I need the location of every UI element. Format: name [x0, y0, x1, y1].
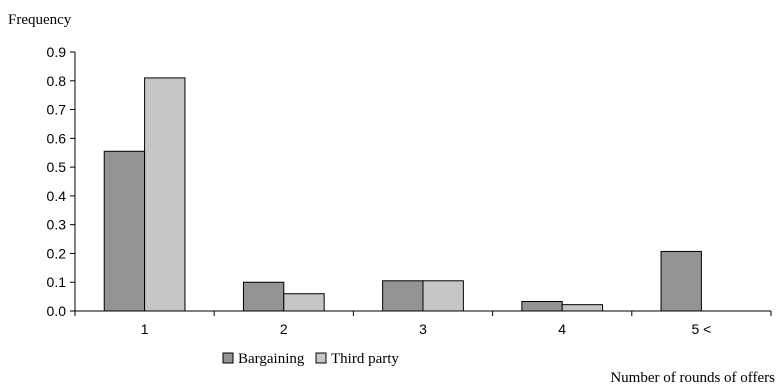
y-tick-label: 0.4 — [47, 188, 67, 204]
x-axis: 1 2 3 4 5 < — [74, 311, 772, 337]
y-tick-label: 0.2 — [47, 245, 67, 261]
bar-third-party-4 — [561, 304, 604, 312]
legend-swatch-bargaining — [222, 352, 234, 364]
bar-bargaining-4 — [521, 301, 563, 312]
y-tick-label: 0.9 — [47, 44, 67, 60]
x-tick-label: 3 — [419, 321, 427, 337]
x-tick-label: 5 < — [691, 321, 711, 337]
bar-series-group — [103, 77, 702, 312]
bar-third-party-1 — [144, 77, 186, 312]
plot-area: 0.0 0.1 0.2 0.3 0.4 0.5 0.6 0.7 0.8 0.9 1 2 3 4 5 < — [47, 44, 772, 337]
y-tick-label: 0.7 — [47, 102, 67, 118]
bar-bargaining-1 — [103, 150, 146, 312]
y-tick-label: 0.1 — [47, 274, 67, 290]
x-tick-label: 2 — [280, 321, 288, 337]
y-tick-label: 0.6 — [47, 130, 67, 146]
legend: Bargaining Third party — [222, 351, 399, 367]
bar-bargaining-2 — [242, 281, 285, 312]
x-axis-title: Number of rounds of offers — [610, 370, 775, 386]
x-tick-label: 4 — [558, 321, 566, 337]
legend-label-bargaining: Bargaining — [238, 351, 305, 367]
legend-item-third-party: Third party — [315, 351, 399, 367]
bar-third-party-2 — [283, 293, 325, 312]
bar-third-party-3 — [422, 280, 464, 312]
y-axis-title: Frequency — [8, 12, 72, 28]
y-tick-label: 0.0 — [47, 303, 67, 319]
legend-item-bargaining: Bargaining — [222, 351, 305, 367]
legend-swatch-third-party — [315, 352, 327, 364]
bar-bargaining-5 — [660, 250, 702, 312]
y-tick-label: 0.8 — [47, 73, 67, 89]
x-tick-label: 1 — [141, 321, 149, 337]
y-tick-label: 0.5 — [47, 159, 67, 175]
y-axis: 0.0 0.1 0.2 0.3 0.4 0.5 0.6 0.7 0.8 0.9 — [47, 44, 75, 319]
bar-bargaining-3 — [382, 280, 424, 312]
legend-label-third-party: Third party — [331, 351, 399, 367]
y-tick-label: 0.3 — [47, 217, 67, 233]
